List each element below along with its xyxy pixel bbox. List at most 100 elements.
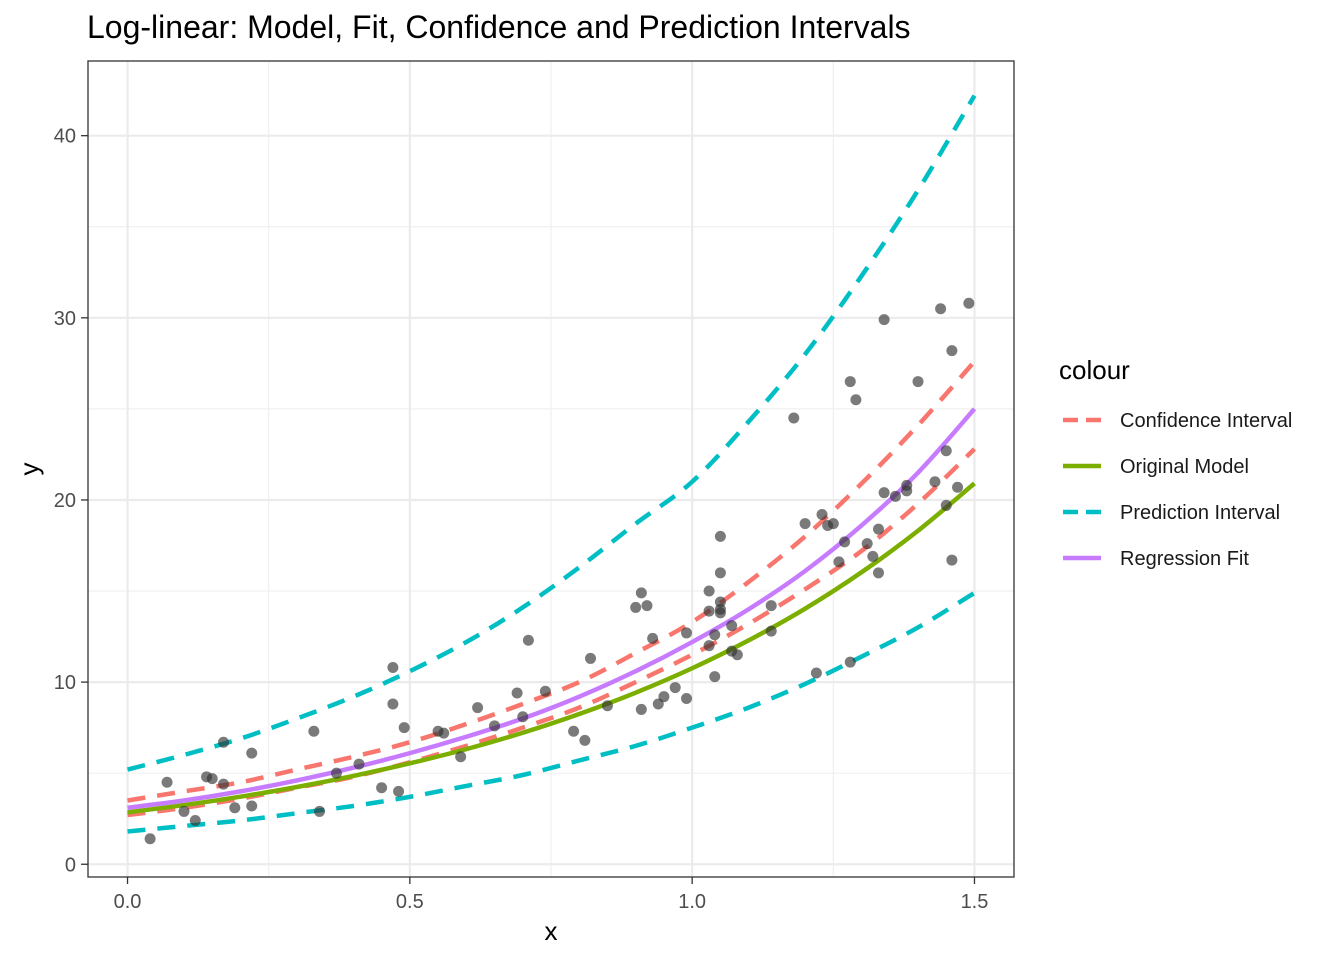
x-tick-label: 1.5 <box>961 891 989 913</box>
data-point <box>522 634 534 646</box>
data-point <box>681 627 693 639</box>
data-point <box>940 499 952 511</box>
legend-label-prediction-interval: Prediction Interval <box>1120 502 1280 524</box>
data-point <box>872 523 884 535</box>
data-point <box>635 703 647 715</box>
data-point <box>844 376 856 388</box>
series-original-model <box>127 481 976 815</box>
y-axis-title: y <box>14 463 44 476</box>
data-point <box>539 685 551 697</box>
data-point <box>703 585 715 597</box>
y-tick-label: 40 <box>54 126 76 148</box>
data-point <box>946 554 958 566</box>
points-layer <box>144 297 975 845</box>
data-point <box>810 667 822 679</box>
legend-label-confidence-interval: Confidence Interval <box>1120 410 1292 432</box>
data-point <box>635 587 647 599</box>
series-prediction-interval <box>126 94 977 772</box>
data-point <box>314 805 325 817</box>
data-point <box>940 445 952 457</box>
x-axis-title: x <box>545 916 558 946</box>
data-point <box>189 815 201 827</box>
data-point <box>726 620 738 632</box>
data-point <box>218 778 230 790</box>
data-point <box>703 605 715 617</box>
y-tick-label: 10 <box>54 672 76 694</box>
data-point <box>438 727 450 739</box>
data-point <box>703 640 715 652</box>
data-point <box>714 596 726 608</box>
legend-label-regression-fit: Regression Fit <box>1120 548 1249 570</box>
data-point <box>246 747 258 759</box>
series-confidence-interval <box>127 360 977 803</box>
data-point <box>765 625 777 637</box>
series-prediction-interval <box>127 590 976 834</box>
series-regression-fit <box>127 407 977 811</box>
x-axis: 0.0 0.5 1.0 1.5 <box>114 877 989 913</box>
data-point <box>641 600 653 612</box>
data-point <box>946 345 958 357</box>
data-point <box>387 662 399 674</box>
data-point <box>489 720 501 732</box>
data-point <box>901 479 913 491</box>
data-point <box>472 702 484 714</box>
data-point <box>714 567 726 579</box>
grid-major <box>88 61 1014 877</box>
data-point <box>206 773 218 785</box>
data-point <box>658 691 670 703</box>
data-point <box>872 567 884 579</box>
data-point <box>681 693 693 704</box>
data-point <box>330 767 342 779</box>
y-axis: 0 10 20 30 40 <box>54 126 88 876</box>
data-point <box>517 711 529 723</box>
legend: colour Confidence Interval Original Model… <box>1059 355 1292 570</box>
data-point <box>912 376 924 388</box>
data-point <box>833 556 845 568</box>
data-point <box>714 530 726 542</box>
data-point <box>867 550 879 562</box>
data-point <box>952 481 964 493</box>
data-point <box>878 314 890 326</box>
data-point <box>669 682 681 694</box>
data-point <box>647 632 659 644</box>
data-point <box>827 518 839 530</box>
data-point <box>455 751 467 763</box>
chart-title: Log-linear: Model, Fit, Confidence and P… <box>87 9 911 45</box>
data-point <box>246 800 258 812</box>
x-tick-label: 0.5 <box>396 891 424 913</box>
data-point <box>568 725 580 737</box>
data-point <box>709 629 721 641</box>
data-point <box>709 671 721 683</box>
data-point <box>878 487 890 499</box>
data-point <box>861 538 873 550</box>
data-point <box>839 536 851 548</box>
data-point <box>788 412 800 424</box>
data-point <box>229 802 241 814</box>
data-point <box>398 722 410 734</box>
y-tick-label: 30 <box>54 308 76 330</box>
plot-panel-border <box>87 60 1015 878</box>
data-point <box>816 509 828 521</box>
y-tick-label: 20 <box>54 490 76 512</box>
y-tick-label: 0 <box>65 854 76 876</box>
data-point <box>850 394 862 406</box>
data-point <box>144 833 156 845</box>
data-point <box>935 303 947 315</box>
data-point <box>218 736 230 748</box>
data-point <box>376 782 388 794</box>
data-point <box>161 776 173 788</box>
data-point <box>178 805 190 817</box>
data-point <box>844 656 856 668</box>
data-point <box>731 649 743 661</box>
data-point <box>929 476 941 488</box>
x-tick-label: 0.0 <box>114 891 142 913</box>
data-point <box>353 758 365 770</box>
legend-title: colour <box>1059 355 1130 385</box>
data-point <box>799 518 811 530</box>
data-point <box>963 297 975 309</box>
data-point <box>393 785 405 797</box>
grid-minor <box>88 61 1014 877</box>
x-tick-label: 1.0 <box>678 891 706 913</box>
data-point <box>511 687 523 699</box>
